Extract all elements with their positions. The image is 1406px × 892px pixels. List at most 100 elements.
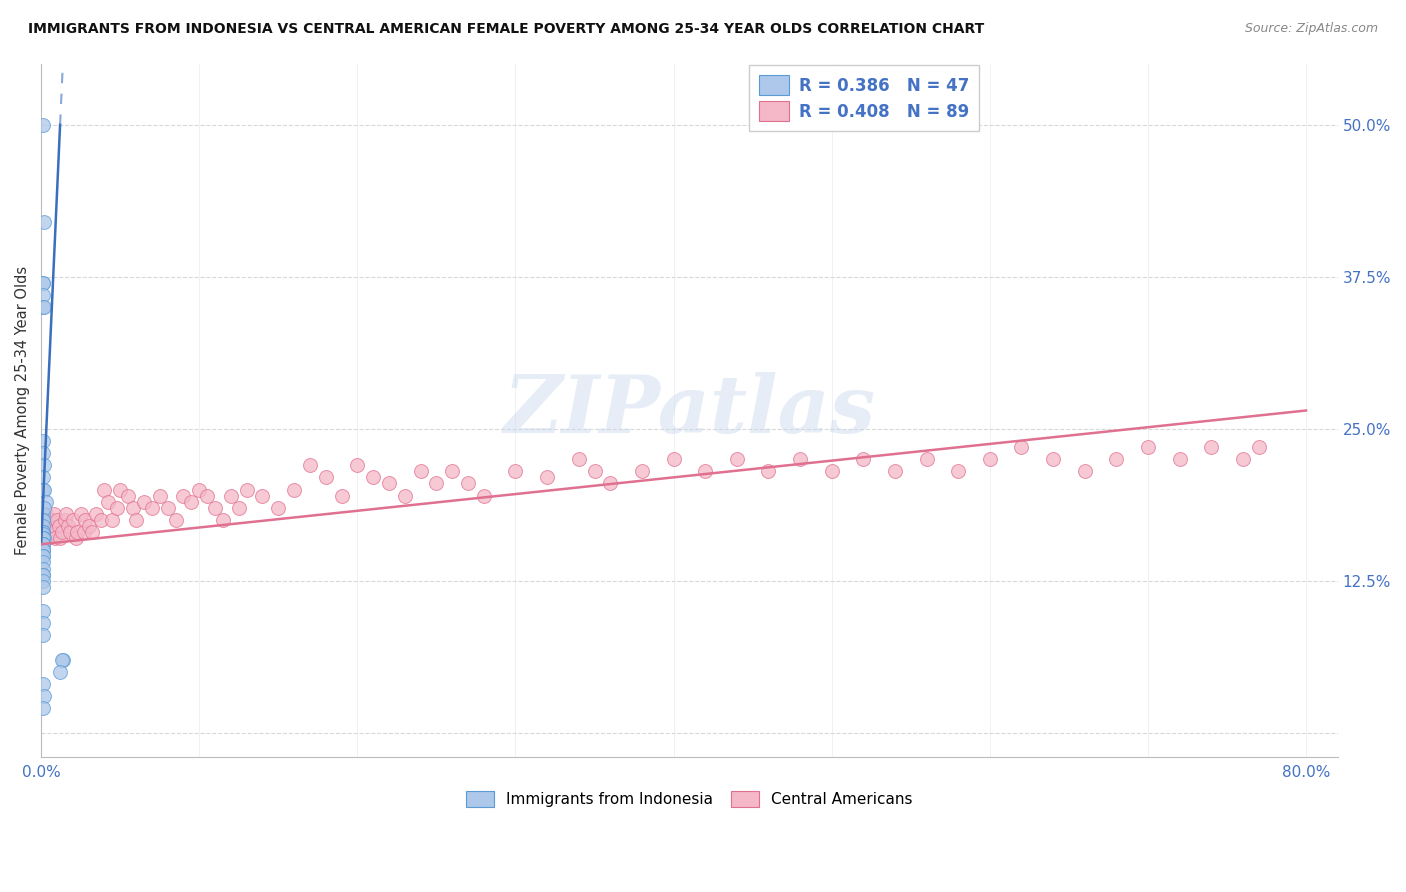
Text: Source: ZipAtlas.com: Source: ZipAtlas.com xyxy=(1244,22,1378,36)
Point xyxy=(31,300,53,314)
Point xyxy=(195,489,218,503)
Point xyxy=(58,524,80,539)
Point xyxy=(583,464,606,478)
Point xyxy=(441,464,464,478)
Point xyxy=(32,531,55,545)
Point xyxy=(49,665,72,679)
Point xyxy=(31,561,53,575)
Point xyxy=(75,513,97,527)
Point xyxy=(31,483,53,497)
Point xyxy=(188,483,211,497)
Point xyxy=(32,276,55,290)
Point xyxy=(31,524,53,539)
Point xyxy=(235,483,257,497)
Point xyxy=(1042,452,1064,467)
Point xyxy=(31,537,53,551)
Point xyxy=(141,500,163,515)
Point xyxy=(1168,452,1191,467)
Point xyxy=(31,701,53,715)
Point xyxy=(41,524,63,539)
Text: IMMIGRANTS FROM INDONESIA VS CENTRAL AMERICAN FEMALE POVERTY AMONG 25-34 YEAR OL: IMMIGRANTS FROM INDONESIA VS CENTRAL AME… xyxy=(28,22,984,37)
Point xyxy=(31,537,53,551)
Point xyxy=(31,549,53,564)
Point xyxy=(31,527,53,541)
Point xyxy=(38,519,60,533)
Point xyxy=(457,476,479,491)
Point xyxy=(725,452,748,467)
Point xyxy=(77,519,100,533)
Point xyxy=(66,524,89,539)
Point xyxy=(252,489,274,503)
Point xyxy=(31,556,53,570)
Point xyxy=(31,628,53,642)
Point xyxy=(48,519,70,533)
Point xyxy=(32,458,55,473)
Point xyxy=(165,513,187,527)
Point xyxy=(884,464,907,478)
Point xyxy=(31,276,53,290)
Text: ZIPatlas: ZIPatlas xyxy=(503,372,876,450)
Point xyxy=(31,616,53,631)
Point xyxy=(31,470,53,484)
Point xyxy=(1247,440,1270,454)
Point xyxy=(31,567,53,582)
Point xyxy=(149,489,172,503)
Point xyxy=(789,452,811,467)
Point xyxy=(44,531,66,545)
Point xyxy=(105,500,128,515)
Point xyxy=(35,494,58,508)
Point xyxy=(267,500,290,515)
Point xyxy=(80,524,103,539)
Point xyxy=(65,531,87,545)
Point xyxy=(32,300,55,314)
Point xyxy=(228,500,250,515)
Point xyxy=(117,489,139,503)
Point xyxy=(1010,440,1032,454)
Point xyxy=(472,489,495,503)
Point xyxy=(121,500,143,515)
Point xyxy=(695,464,717,478)
Point xyxy=(156,500,179,515)
Point xyxy=(31,543,53,558)
Point xyxy=(39,513,62,527)
Point xyxy=(662,452,685,467)
Point xyxy=(31,543,53,558)
Point xyxy=(505,464,527,478)
Point xyxy=(915,452,938,467)
Point xyxy=(35,507,58,521)
Point xyxy=(172,489,194,503)
Legend: Immigrants from Indonesia, Central Americans: Immigrants from Indonesia, Central Ameri… xyxy=(458,783,920,815)
Point xyxy=(31,513,53,527)
Point xyxy=(37,531,59,545)
Point xyxy=(1073,464,1095,478)
Point xyxy=(31,574,53,588)
Point xyxy=(31,513,53,527)
Point xyxy=(758,464,780,478)
Point xyxy=(31,446,53,460)
Point xyxy=(73,524,96,539)
Point xyxy=(946,464,969,478)
Point xyxy=(536,470,558,484)
Point xyxy=(31,288,53,302)
Point xyxy=(31,543,53,558)
Point xyxy=(101,513,124,527)
Point xyxy=(378,476,401,491)
Point xyxy=(394,489,416,503)
Point xyxy=(31,507,53,521)
Point xyxy=(52,653,75,667)
Point xyxy=(42,507,65,521)
Point xyxy=(568,452,591,467)
Point xyxy=(212,513,235,527)
Point xyxy=(31,118,53,132)
Point xyxy=(45,513,67,527)
Point xyxy=(631,464,654,478)
Point xyxy=(31,537,53,551)
Point xyxy=(821,464,844,478)
Point xyxy=(96,494,118,508)
Point xyxy=(298,458,321,473)
Point xyxy=(55,507,77,521)
Point xyxy=(1232,452,1254,467)
Point xyxy=(49,531,72,545)
Point xyxy=(90,513,112,527)
Point xyxy=(31,519,53,533)
